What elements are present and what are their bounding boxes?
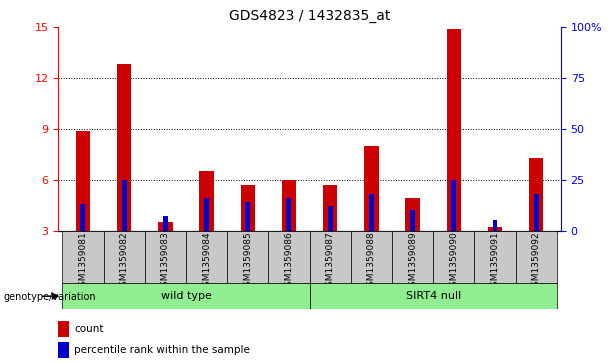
- Text: GSM1359088: GSM1359088: [367, 232, 376, 292]
- Text: GSM1359084: GSM1359084: [202, 232, 211, 292]
- Bar: [282, 180, 296, 231]
- Bar: [227, 231, 268, 283]
- Bar: [63, 231, 104, 283]
- Bar: [323, 185, 337, 231]
- Bar: [63, 283, 310, 309]
- Text: wild type: wild type: [161, 291, 211, 301]
- Bar: [163, 216, 168, 231]
- Bar: [328, 206, 333, 231]
- Text: GSM1359081: GSM1359081: [78, 232, 88, 292]
- Text: GSM1359085: GSM1359085: [243, 232, 253, 292]
- Bar: [310, 283, 557, 309]
- Bar: [245, 202, 250, 231]
- Bar: [534, 194, 539, 231]
- Bar: [58, 342, 69, 358]
- Bar: [76, 131, 90, 231]
- Bar: [199, 171, 214, 231]
- Title: GDS4823 / 1432835_at: GDS4823 / 1432835_at: [229, 9, 390, 24]
- Bar: [451, 180, 456, 231]
- Bar: [410, 210, 415, 231]
- Text: GSM1359083: GSM1359083: [161, 232, 170, 292]
- Text: percentile rank within the sample: percentile rank within the sample: [74, 345, 250, 355]
- Bar: [122, 180, 127, 231]
- Bar: [446, 29, 461, 231]
- Text: genotype/variation: genotype/variation: [3, 291, 96, 302]
- Bar: [80, 204, 85, 231]
- Bar: [286, 198, 291, 231]
- Bar: [186, 231, 227, 283]
- Text: SIRT4 null: SIRT4 null: [406, 291, 461, 301]
- Bar: [240, 185, 255, 231]
- Bar: [158, 222, 173, 231]
- Bar: [268, 231, 310, 283]
- Text: GSM1359086: GSM1359086: [284, 232, 294, 292]
- Bar: [364, 146, 379, 231]
- Bar: [310, 231, 351, 283]
- Bar: [516, 231, 557, 283]
- Bar: [117, 65, 131, 231]
- Bar: [58, 321, 69, 337]
- Bar: [104, 231, 145, 283]
- Text: GSM1359090: GSM1359090: [449, 232, 459, 292]
- Text: count: count: [74, 324, 104, 334]
- Text: GSM1359087: GSM1359087: [326, 232, 335, 292]
- Text: GSM1359091: GSM1359091: [490, 232, 500, 292]
- Bar: [369, 194, 374, 231]
- Bar: [351, 231, 392, 283]
- Bar: [529, 158, 543, 231]
- Bar: [492, 220, 497, 231]
- Bar: [433, 231, 474, 283]
- Bar: [488, 227, 502, 231]
- Bar: [204, 198, 209, 231]
- Bar: [145, 231, 186, 283]
- Bar: [392, 231, 433, 283]
- Text: GSM1359092: GSM1359092: [531, 232, 541, 292]
- Text: GSM1359082: GSM1359082: [120, 232, 129, 292]
- Text: GSM1359089: GSM1359089: [408, 232, 417, 292]
- Bar: [405, 198, 420, 231]
- Bar: [474, 231, 516, 283]
